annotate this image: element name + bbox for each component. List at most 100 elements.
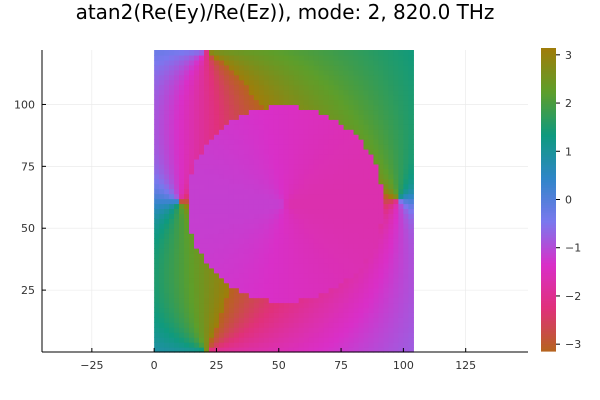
heatmap-cell xyxy=(154,277,160,284)
heatmap-cell xyxy=(388,307,395,313)
heatmap-cell xyxy=(189,50,195,56)
heatmap-cell xyxy=(408,54,414,61)
heatmap-cell xyxy=(323,347,330,353)
heatmap-cell xyxy=(248,203,255,210)
heatmap-cell xyxy=(228,89,235,96)
heatmap-cell xyxy=(253,149,260,155)
heatmap-cell xyxy=(184,312,190,318)
colorbar-tick-label: −2 xyxy=(565,290,581,303)
heatmap-cell xyxy=(174,238,180,244)
heatmap-cell xyxy=(268,233,275,239)
heatmap-cell xyxy=(273,282,280,289)
colorbar-segment xyxy=(541,250,556,254)
heatmap-cell xyxy=(199,124,205,130)
heatmap-cell xyxy=(258,119,265,125)
heatmap-cell xyxy=(199,84,205,91)
heatmap-cell xyxy=(273,262,280,269)
heatmap-cell xyxy=(348,347,355,353)
heatmap-cell xyxy=(238,277,245,284)
heatmap-cell xyxy=(408,134,414,140)
heatmap-cell xyxy=(358,99,365,106)
heatmap-cell xyxy=(338,342,345,348)
heatmap-cell xyxy=(273,119,280,125)
heatmap-cell xyxy=(179,347,185,353)
heatmap-cell xyxy=(218,302,225,309)
heatmap-cell xyxy=(238,267,245,274)
heatmap-cell xyxy=(338,139,345,145)
heatmap-cell xyxy=(343,248,350,254)
heatmap-cell xyxy=(258,64,265,71)
heatmap-cell xyxy=(318,223,325,229)
heatmap-cell xyxy=(283,124,290,130)
heatmap-cell xyxy=(273,297,280,304)
colorbar-segment xyxy=(541,106,556,110)
heatmap-cell xyxy=(373,193,380,200)
heatmap-cell xyxy=(353,193,360,200)
heatmap-cell xyxy=(293,79,300,86)
heatmap-cell xyxy=(204,262,210,269)
heatmap-cell xyxy=(233,312,240,318)
colorbar-segment xyxy=(541,204,556,208)
heatmap-cell xyxy=(164,302,170,309)
heatmap-cell xyxy=(253,178,260,185)
heatmap-cell xyxy=(169,79,175,86)
heatmap-cell xyxy=(403,277,409,284)
heatmap-cell xyxy=(213,272,220,279)
heatmap-cell xyxy=(233,50,240,56)
heatmap-cell xyxy=(174,124,180,130)
heatmap-cell xyxy=(398,292,404,299)
heatmap-cell xyxy=(159,124,165,130)
heatmap-cell xyxy=(343,178,350,185)
heatmap-cell xyxy=(213,198,220,205)
heatmap-cell xyxy=(358,50,365,56)
heatmap-cell xyxy=(293,153,300,160)
heatmap-cell xyxy=(164,50,170,56)
heatmap-cell xyxy=(208,89,215,96)
heatmap-cell xyxy=(179,188,185,195)
heatmap-cell xyxy=(368,89,375,96)
heatmap-cell xyxy=(169,272,175,279)
heatmap-cell xyxy=(408,183,414,190)
heatmap-cell xyxy=(273,64,280,71)
heatmap-cell xyxy=(258,168,265,175)
heatmap-cell xyxy=(303,99,310,106)
heatmap-cell xyxy=(303,203,310,210)
heatmap-cell xyxy=(159,213,165,219)
heatmap-cell xyxy=(343,168,350,175)
heatmap-cell xyxy=(174,173,180,180)
heatmap-cell xyxy=(338,64,345,71)
x-tick-label: 50 xyxy=(272,359,286,372)
heatmap-cell xyxy=(238,168,245,175)
heatmap-cell xyxy=(378,158,385,165)
heatmap-cell xyxy=(233,158,240,165)
heatmap-cell xyxy=(358,312,365,318)
heatmap-cell xyxy=(333,243,340,249)
heatmap-cell xyxy=(363,317,370,323)
heatmap-cell xyxy=(398,327,404,333)
heatmap-cell xyxy=(338,149,345,155)
heatmap-cell xyxy=(358,59,365,66)
heatmap-cell xyxy=(388,50,395,56)
heatmap-cell xyxy=(318,272,325,279)
heatmap-cell xyxy=(293,248,300,254)
heatmap-cell xyxy=(313,168,320,175)
heatmap-cell xyxy=(288,292,295,299)
heatmap-cell xyxy=(184,287,190,294)
heatmap-cell xyxy=(313,342,320,348)
heatmap-cell xyxy=(194,327,200,333)
heatmap-cell xyxy=(408,149,414,155)
heatmap-cell xyxy=(223,243,230,249)
heatmap-cell xyxy=(403,59,409,66)
heatmap-cell xyxy=(293,134,300,140)
heatmap-cell xyxy=(338,252,345,259)
heatmap-cell xyxy=(184,144,190,150)
heatmap-cell xyxy=(194,188,200,195)
heatmap-cell xyxy=(293,292,300,299)
heatmap-cell xyxy=(189,327,195,333)
heatmap-cell xyxy=(174,109,180,115)
heatmap-cell xyxy=(194,302,200,309)
heatmap-cell xyxy=(388,322,395,328)
heatmap-cell xyxy=(398,129,404,135)
heatmap-cell xyxy=(233,64,240,71)
heatmap-cell xyxy=(388,248,395,254)
